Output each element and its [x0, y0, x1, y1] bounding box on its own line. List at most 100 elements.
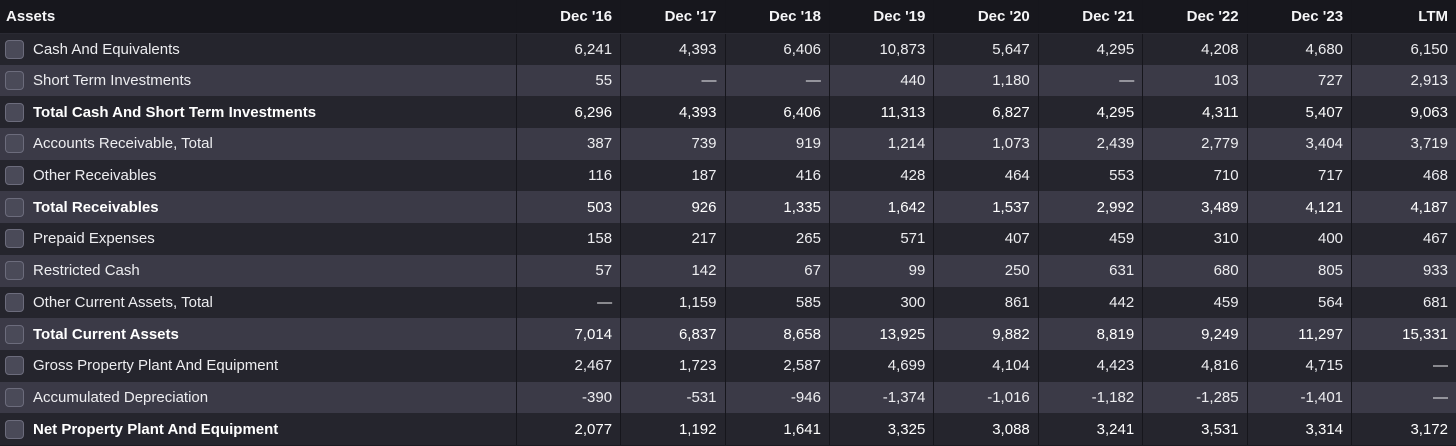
column-header-assets[interactable]: Assets: [0, 0, 517, 34]
value-cell: 400: [1246, 223, 1352, 255]
value-cell: 416: [724, 159, 830, 192]
value-cell: 4,187: [1351, 191, 1456, 224]
table-row: Other Receivables 116 187 416 428 464 553 710 71…: [0, 159, 1456, 192]
value-cell: 727: [1246, 64, 1352, 97]
value-cell: -390: [515, 381, 621, 414]
value-cell: -1,374: [828, 381, 934, 414]
value-cell: 3,172: [1351, 413, 1456, 445]
table-row: Total Current Assets 7,014 6,837 8,658 13,92…: [0, 318, 1456, 350]
value-cell: 3,404: [1246, 128, 1352, 160]
row-select-checkbox[interactable]: [5, 134, 24, 154]
value-cell: 861: [933, 286, 1039, 319]
value-cell: -1,285: [1142, 381, 1248, 414]
value-cell: -1,182: [1037, 381, 1143, 414]
row-select-checkbox[interactable]: [5, 166, 24, 186]
value-cell: 250: [933, 254, 1039, 287]
row-select-checkbox[interactable]: [5, 102, 24, 122]
value-cell: 553: [1037, 159, 1143, 192]
value-cell: 1,642: [828, 191, 934, 224]
value-cell: 739: [620, 128, 725, 160]
column-header-period[interactable]: LTM: [1351, 0, 1456, 34]
row-label-cell: Other Current Assets, Total: [0, 287, 516, 319]
value-cell: 142: [620, 254, 725, 287]
row-select-checkbox[interactable]: [5, 197, 24, 217]
value-cell: 6,241: [515, 33, 621, 65]
row-select-checkbox[interactable]: [5, 229, 24, 249]
value-cell: 6,406: [724, 33, 830, 65]
row-select-checkbox[interactable]: [5, 71, 24, 91]
column-header-period[interactable]: Dec '16: [515, 0, 621, 34]
row-label: Accumulated Depreciation: [33, 388, 209, 406]
value-cell: 3,088: [933, 413, 1039, 445]
row-select-checkbox[interactable]: [5, 356, 24, 376]
table-row: Total Cash And Short Term Investments 6,2…: [0, 96, 1456, 129]
column-header-period[interactable]: Dec '18: [724, 0, 830, 34]
value-cell: 6,150: [1351, 33, 1456, 65]
value-cell: 4,680: [1246, 33, 1352, 65]
value-cell: 1,537: [933, 191, 1039, 224]
row-select-checkbox[interactable]: [5, 292, 24, 312]
value-cell: 4,699: [828, 349, 934, 382]
row-label-cell: Cash And Equivalents: [0, 33, 516, 65]
value-cell: 4,423: [1037, 349, 1143, 382]
table-row: Total Receivables 503 926 1,335 1,642 1,537 2,…: [0, 191, 1456, 224]
value-cell: 933: [1351, 254, 1456, 287]
row-label-cell: Accounts Receivable, Total: [0, 128, 516, 160]
value-cell: 310: [1142, 223, 1248, 255]
value-cell: —: [1351, 349, 1456, 382]
table-row: Prepaid Expenses 158 217 265 571 407 459 310 400…: [0, 223, 1456, 255]
value-cell: 2,992: [1037, 191, 1143, 224]
value-cell: 428: [828, 159, 934, 192]
value-cell: 9,249: [1142, 318, 1248, 350]
value-cell: 8,819: [1037, 318, 1143, 350]
row-select-checkbox[interactable]: [5, 261, 24, 281]
column-header-period[interactable]: Dec '19: [828, 0, 934, 34]
value-cell: 3,314: [1246, 413, 1352, 445]
table-row: Restricted Cash 57 142 67 99 250 631 680 805 933: [0, 254, 1456, 287]
table-row: Short Term Investments 55— —440 1,180—103 72…: [0, 64, 1456, 97]
value-cell: 1,073: [933, 128, 1039, 160]
value-cell: 6,296: [515, 96, 621, 129]
column-header-period[interactable]: Dec '20: [933, 0, 1039, 34]
value-cell: 1,214: [828, 128, 934, 160]
value-cell: 1,641: [724, 413, 830, 445]
row-label: Short Term Investments: [33, 72, 192, 90]
value-cell: 585: [724, 286, 830, 319]
row-label: Other Current Assets, Total: [33, 293, 213, 311]
table-row: Gross Property Plant And Equipment 2,467 1…: [0, 349, 1456, 382]
row-select-checkbox[interactable]: [5, 39, 24, 59]
row-label: Net Property Plant And Equipment: [33, 420, 279, 438]
row-label: Total Receivables: [33, 198, 159, 216]
value-cell: 55: [515, 64, 621, 97]
row-label-cell: Gross Property Plant And Equipment: [0, 350, 516, 382]
column-header-period[interactable]: Dec '23: [1246, 0, 1352, 34]
row-label-cell: Restricted Cash: [0, 255, 516, 287]
value-cell: —: [724, 64, 830, 97]
row-select-checkbox[interactable]: [5, 324, 24, 344]
row-select-checkbox[interactable]: [5, 387, 24, 407]
value-cell: 564: [1246, 286, 1352, 319]
row-label-cell: Net Property Plant And Equipment: [0, 413, 516, 445]
column-header-period[interactable]: Dec '22: [1142, 0, 1248, 34]
value-cell: 1,192: [620, 413, 725, 445]
value-cell: 680: [1142, 254, 1248, 287]
value-cell: 919: [724, 128, 830, 160]
row-label-cell: Short Term Investments: [0, 65, 516, 97]
column-header-period[interactable]: Dec '17: [620, 0, 725, 34]
value-cell: 2,077: [515, 413, 621, 445]
row-label-cell: Total Receivables: [0, 191, 516, 223]
value-cell: 5,647: [933, 33, 1039, 65]
value-cell: 3,531: [1142, 413, 1248, 445]
column-header-period[interactable]: Dec '21: [1037, 0, 1143, 34]
value-cell: 9,063: [1351, 96, 1456, 129]
value-cell: —: [515, 286, 621, 319]
value-cell: 11,313: [828, 96, 934, 129]
value-cell: 1,723: [620, 349, 725, 382]
row-label: Gross Property Plant And Equipment: [33, 357, 279, 375]
table-header-row: Assets Dec '16 Dec '17 Dec '18 Dec '19 Dec '…: [0, 0, 1456, 34]
value-cell: 2,467: [515, 349, 621, 382]
value-cell: -1,016: [933, 381, 1039, 414]
row-select-checkbox[interactable]: [5, 419, 24, 439]
row-label: Cash And Equivalents: [33, 40, 180, 58]
row-label-cell: Other Receivables: [0, 160, 516, 192]
